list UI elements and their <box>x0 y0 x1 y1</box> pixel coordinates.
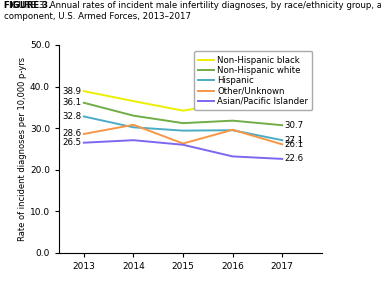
Text: 26.1: 26.1 <box>285 140 304 149</box>
Other/Unknown <box>231 128 235 132</box>
Hispanic <box>131 126 136 129</box>
Text: 30.7: 30.7 <box>285 121 304 130</box>
Line: Non-Hispanic black: Non-Hispanic black <box>84 91 282 111</box>
Non-Hispanic black <box>82 89 86 93</box>
Hispanic <box>280 139 285 142</box>
Non-Hispanic black <box>280 98 285 101</box>
Text: 38.9: 38.9 <box>62 87 82 96</box>
Asian/Pacific Islander <box>231 155 235 158</box>
Other/Unknown <box>181 142 185 145</box>
Hispanic <box>181 129 185 132</box>
Text: 32.8: 32.8 <box>62 112 82 121</box>
Text: 36.8: 36.8 <box>285 95 304 104</box>
Non-Hispanic white <box>280 124 285 127</box>
Asian/Pacific Islander <box>181 143 185 146</box>
Line: Hispanic: Hispanic <box>84 117 282 140</box>
Non-Hispanic black <box>231 101 235 104</box>
Line: Asian/Pacific Islander: Asian/Pacific Islander <box>84 140 282 159</box>
Text: 28.6: 28.6 <box>62 130 82 139</box>
Text: 22.6: 22.6 <box>285 155 304 164</box>
Non-Hispanic black <box>131 99 136 103</box>
Text: FIGURE 3. Annual rates of incident male infertility diagnoses, by race/ethnicity: FIGURE 3. Annual rates of incident male … <box>4 1 381 21</box>
Asian/Pacific Islander <box>82 141 86 144</box>
Non-Hispanic white <box>181 121 185 125</box>
Text: 36.1: 36.1 <box>62 98 82 107</box>
Text: FIGURE 3.: FIGURE 3. <box>4 1 51 10</box>
Other/Unknown <box>82 132 86 136</box>
Y-axis label: Rate of incident diagnoses per 10,000 p-yrs: Rate of incident diagnoses per 10,000 p-… <box>18 57 27 241</box>
Legend: Non-Hispanic black, Non-Hispanic white, Hispanic, Other/Unknown, Asian/Pacific I: Non-Hispanic black, Non-Hispanic white, … <box>194 51 312 110</box>
Non-Hispanic white <box>82 101 86 105</box>
Other/Unknown <box>280 143 285 146</box>
Non-Hispanic white <box>131 114 136 117</box>
Line: Non-Hispanic white: Non-Hispanic white <box>84 103 282 125</box>
Asian/Pacific Islander <box>280 157 285 161</box>
Hispanic <box>231 128 235 132</box>
Asian/Pacific Islander <box>131 139 136 142</box>
Non-Hispanic white <box>231 119 235 122</box>
Hispanic <box>82 115 86 118</box>
Text: 27.1: 27.1 <box>285 136 304 145</box>
Line: Other/Unknown: Other/Unknown <box>84 125 282 144</box>
Other/Unknown <box>131 123 136 126</box>
Non-Hispanic black <box>181 109 185 112</box>
Text: 26.5: 26.5 <box>62 138 82 147</box>
